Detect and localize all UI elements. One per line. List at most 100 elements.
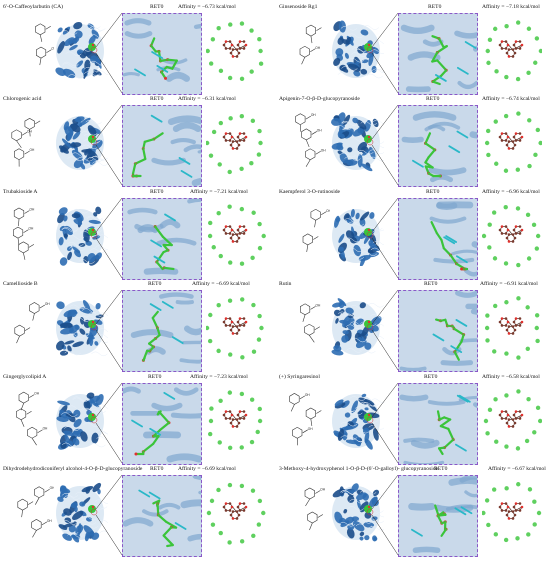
docking-panel: Dihydrodehydrodiconiferyl alcohol-4-O-β-…: [0, 465, 272, 557]
interaction-map-icon: [484, 296, 540, 360]
svg-text:OH: OH: [305, 393, 310, 397]
interaction-map-icon: [206, 21, 264, 82]
svg-text:OH: OH: [317, 128, 322, 132]
protein-cartoon-icon: [55, 300, 108, 357]
compound-name: Apigenin-7-O-β-D-glucopyranoside: [279, 96, 360, 102]
protein-cartoon-icon: [332, 20, 384, 79]
binding-pocket-icon: [123, 386, 201, 463]
compound-name: Camellioside B: [3, 281, 38, 287]
protein-cartoon-icon: [332, 393, 384, 450]
target-label: RET0: [426, 189, 440, 195]
interaction-map-icon: [484, 111, 542, 173]
docking-panel: Gingerglycolipid A RET0 Affinity = −7.23 k…: [0, 373, 272, 465]
interaction-map-icon: [483, 389, 542, 451]
svg-text:OH: OH: [316, 303, 321, 307]
binding-pocket-icon: [400, 24, 477, 93]
protein-cartoon-icon: [56, 392, 108, 450]
protein-cartoon-icon: [332, 208, 384, 266]
svg-text:OH: OH: [311, 113, 316, 117]
ligand-structure-icon: OH: [14, 302, 50, 344]
protein-cartoon-icon: [56, 116, 108, 170]
docking-panel: Chlorogenic acid RET0 Affinity = −6.31 kca…: [0, 95, 272, 187]
affinity-label: Affinity = −6.31 kcal/mol: [178, 96, 236, 102]
compound-name: Ginsenoside Rg1: [279, 4, 318, 10]
binding-pocket-view: [398, 475, 478, 557]
binding-pocket-view: [122, 198, 202, 280]
docking-panel: (+) Syringaresinol RET0 Affinity = −6.58 k…: [276, 373, 548, 465]
ligand-structure-icon: OH OH: [13, 207, 35, 260]
target-label: RET0: [424, 374, 438, 380]
interaction-map-icon: [482, 482, 542, 543]
affinity-label: Affinity = −6.69 kcal/mol: [178, 466, 236, 472]
binding-pocket-view: [122, 383, 202, 465]
svg-text:OH: OH: [320, 487, 325, 491]
target-label: RET0: [150, 4, 164, 10]
binding-pocket-icon: [408, 476, 477, 554]
target-label: RET0: [150, 96, 164, 102]
compound-name: (+) Syringaresinol: [279, 374, 320, 380]
ligand-structure-icon: OH: [299, 303, 321, 343]
compound-name: 6′-O-Caffeoylarbutin (CA): [3, 4, 63, 10]
svg-text:OH: OH: [315, 46, 320, 50]
binding-pocket-view: [398, 290, 478, 372]
svg-text:OH: OH: [30, 148, 35, 152]
compound-name: Dihydrodehydrodiconiferyl alcohol-4-O-β-…: [3, 466, 143, 472]
binding-pocket-view: [398, 198, 478, 280]
ligand-structure-icon: OH OH OH: [295, 113, 326, 167]
interaction-map-icon: [207, 390, 263, 450]
binding-pocket-view: [398, 105, 478, 187]
protein-cartoon-icon: [331, 112, 384, 172]
protein-cartoon-icon: [331, 298, 384, 356]
target-label: RET0: [426, 96, 440, 102]
compound-name: Kaempferol 3-O-rutinoside: [279, 189, 341, 195]
svg-text:OH: OH: [45, 302, 50, 306]
binding-pocket-view: [122, 13, 202, 95]
interaction-map-icon: [482, 204, 541, 268]
binding-pocket-icon: [131, 114, 201, 186]
docking-panel: Trubakioside A RET0 Affinity = −7.21 kcal/…: [0, 188, 272, 280]
docking-panel: 6′-O-Caffeoylarbutin (CA) RET0 Affinity = …: [0, 3, 272, 95]
target-label: RET0: [424, 281, 438, 287]
binding-pocket-view: [122, 290, 202, 372]
protein-cartoon-icon: [56, 482, 108, 543]
binding-pocket-icon: [399, 291, 477, 371]
docking-panel: Ginsenoside Rg1 RET0 Affinity = −7.18 kcal…: [276, 3, 548, 95]
docking-panel: Kaempferol 3-O-rutinoside RET0 Affinity = …: [276, 188, 548, 280]
ligand-structure-icon: OH OH: [16, 392, 48, 446]
binding-pocket-icon: [429, 201, 477, 277]
compound-name: 3-Methoxy-4-hydroxyphenol 1-O-β-D-(6′-O-…: [279, 466, 439, 472]
ligand-structure-icon: OH OH: [289, 393, 322, 446]
binding-pocket-icon: [401, 111, 477, 183]
target-label: RET0: [428, 4, 442, 10]
affinity-label: Affinity = −6.69 kcal/mol: [192, 281, 250, 287]
interaction-map-icon: [206, 482, 266, 545]
compound-name: Gingerglycolipid A: [3, 374, 47, 380]
binding-pocket-view: [398, 13, 478, 95]
protein-cartoon-icon: [55, 22, 108, 79]
svg-text:OH: OH: [308, 427, 313, 431]
docking-panel: Apigenin-7-O-β-D-glucopyranoside RET0 Affi…: [276, 95, 548, 187]
target-label: RET0: [148, 374, 162, 380]
ligand-structure-icon: OH OH: [11, 118, 41, 167]
protein-cartoon-icon: [56, 206, 108, 266]
binding-pocket-icon: [399, 394, 477, 464]
affinity-label: Affinity = −6.58 kcal/mol: [482, 374, 540, 380]
protein-cartoon-icon: [332, 483, 384, 542]
docking-panel: Rutin RET0 Affinity = −6.91 kcal/mol OH: [276, 280, 548, 372]
binding-pocket-icon: [123, 476, 201, 548]
compound-name: Rutin: [279, 281, 292, 287]
docking-panel: 3-Methoxy-4-hydroxyphenol 1-O-β-D-(6′-O-…: [276, 465, 548, 557]
interaction-map-icon: [485, 20, 542, 82]
svg-text:OH: OH: [321, 148, 326, 152]
affinity-label: Affinity = −7.23 kcal/mol: [190, 374, 248, 380]
binding-pocket-icon: [127, 199, 201, 275]
ligand-structure-icon: OH: [299, 24, 322, 65]
binding-pocket-icon: [130, 292, 201, 364]
docking-panel: Camellioside B RET0 Affinity = −6.69 kcal/…: [0, 280, 272, 372]
binding-pocket-view: [398, 383, 478, 465]
compound-name: Trubakioside A: [3, 189, 38, 195]
affinity-label: Affinity = −6.74 kcal/mol: [482, 96, 540, 102]
interaction-map-icon: [207, 204, 266, 266]
svg-text:OH: OH: [43, 427, 48, 431]
